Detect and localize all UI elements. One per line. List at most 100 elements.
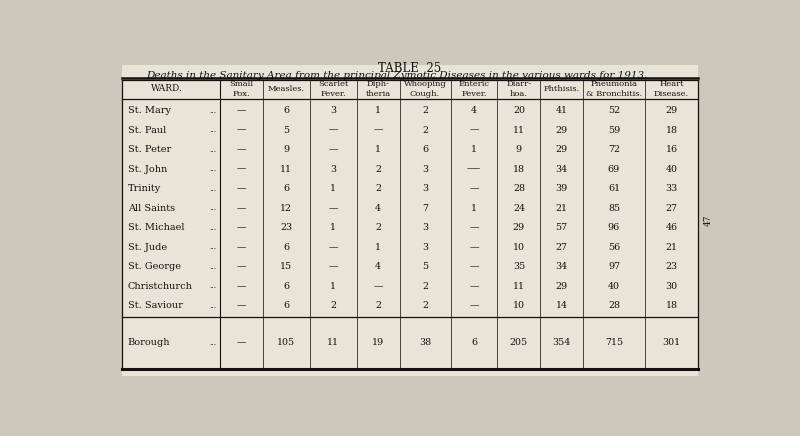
Text: ...: ... xyxy=(209,243,216,251)
Text: 29: 29 xyxy=(556,282,568,291)
Text: 1: 1 xyxy=(375,106,381,115)
Text: 2: 2 xyxy=(422,126,428,135)
Text: 12: 12 xyxy=(280,204,292,213)
Text: 1: 1 xyxy=(471,204,477,213)
Text: 69: 69 xyxy=(608,165,620,174)
Text: 38: 38 xyxy=(419,338,431,347)
Text: 27: 27 xyxy=(666,204,678,213)
Text: Pneumonia
& Bronchitis.: Pneumonia & Bronchitis. xyxy=(586,80,642,98)
Text: 2: 2 xyxy=(422,282,428,291)
Text: 301: 301 xyxy=(662,338,681,347)
Text: ...: ... xyxy=(209,165,216,173)
Text: ...: ... xyxy=(209,204,216,212)
Text: 20: 20 xyxy=(513,106,525,115)
Text: —: — xyxy=(237,184,246,193)
Text: 11: 11 xyxy=(513,282,525,291)
Text: 4: 4 xyxy=(471,106,477,115)
Text: 4: 4 xyxy=(375,204,381,213)
Text: 21: 21 xyxy=(666,243,678,252)
Text: 6: 6 xyxy=(283,282,290,291)
Text: —: — xyxy=(237,165,246,174)
Text: ...: ... xyxy=(209,126,216,134)
Text: 18: 18 xyxy=(513,165,525,174)
Text: Whooping
Cough.: Whooping Cough. xyxy=(404,80,446,98)
Text: 6: 6 xyxy=(283,301,290,310)
Text: St. John: St. John xyxy=(128,165,167,174)
Text: 85: 85 xyxy=(608,204,620,213)
Text: 4: 4 xyxy=(375,262,381,271)
Text: 11: 11 xyxy=(327,338,339,347)
Text: —: — xyxy=(470,301,478,310)
Text: Heart
Disease.: Heart Disease. xyxy=(654,80,689,98)
Text: 61: 61 xyxy=(608,184,620,193)
Text: —: — xyxy=(374,282,383,291)
Text: 47: 47 xyxy=(704,215,713,226)
Text: 2: 2 xyxy=(375,223,381,232)
Text: —: — xyxy=(237,204,246,213)
Text: —: — xyxy=(237,243,246,252)
Text: ...: ... xyxy=(209,224,216,232)
Text: St. Michael: St. Michael xyxy=(128,223,184,232)
Text: 10: 10 xyxy=(513,301,525,310)
Text: 1: 1 xyxy=(375,243,381,252)
Text: St. Peter: St. Peter xyxy=(128,145,171,154)
Text: 33: 33 xyxy=(666,184,678,193)
Text: 29: 29 xyxy=(666,106,678,115)
Text: 52: 52 xyxy=(608,106,620,115)
Text: 7: 7 xyxy=(422,204,428,213)
Text: 19: 19 xyxy=(372,338,384,347)
Text: 6: 6 xyxy=(283,106,290,115)
Text: 6: 6 xyxy=(283,184,290,193)
Text: 3: 3 xyxy=(330,165,336,174)
Text: —: — xyxy=(329,126,338,135)
Text: ...: ... xyxy=(209,339,216,347)
Text: 34: 34 xyxy=(556,262,568,271)
Text: —: — xyxy=(237,126,246,135)
Text: 41: 41 xyxy=(556,106,568,115)
Text: 14: 14 xyxy=(556,301,568,310)
Text: —–: —– xyxy=(467,165,481,174)
Text: —: — xyxy=(470,243,478,252)
Text: ...: ... xyxy=(209,146,216,153)
Text: —: — xyxy=(237,282,246,291)
Text: 10: 10 xyxy=(513,243,525,252)
Text: 29: 29 xyxy=(556,145,568,154)
Text: Trinity: Trinity xyxy=(128,184,161,193)
Text: 3: 3 xyxy=(422,165,428,174)
Text: 1: 1 xyxy=(471,145,477,154)
Text: ...: ... xyxy=(209,263,216,271)
Text: 105: 105 xyxy=(278,338,295,347)
Text: 1: 1 xyxy=(375,145,381,154)
Text: 354: 354 xyxy=(553,338,571,347)
Text: All Saints: All Saints xyxy=(128,204,175,213)
Text: 11: 11 xyxy=(513,126,525,135)
Text: —: — xyxy=(470,282,478,291)
Text: 27: 27 xyxy=(556,243,568,252)
Text: St. George: St. George xyxy=(128,262,181,271)
Text: 205: 205 xyxy=(510,338,528,347)
Text: St. Mary: St. Mary xyxy=(128,106,171,115)
Text: St. Saviour: St. Saviour xyxy=(128,301,182,310)
Text: Small
Pox.: Small Pox. xyxy=(230,80,254,98)
Text: 9: 9 xyxy=(516,145,522,154)
Text: ...: ... xyxy=(209,283,216,290)
Text: 5: 5 xyxy=(422,262,428,271)
Text: —: — xyxy=(237,338,246,347)
Text: 23: 23 xyxy=(666,262,678,271)
Text: 23: 23 xyxy=(280,223,293,232)
Text: 6: 6 xyxy=(471,338,477,347)
Text: 2: 2 xyxy=(375,184,381,193)
Text: 28: 28 xyxy=(608,301,620,310)
Text: 40: 40 xyxy=(608,282,620,291)
Text: 1: 1 xyxy=(330,282,336,291)
Text: 3: 3 xyxy=(330,106,336,115)
Text: 46: 46 xyxy=(666,223,678,232)
Text: —: — xyxy=(237,223,246,232)
Text: Borough: Borough xyxy=(128,338,170,347)
Text: —: — xyxy=(470,223,478,232)
Text: 56: 56 xyxy=(608,243,620,252)
Text: —: — xyxy=(237,145,246,154)
Text: 2: 2 xyxy=(330,301,336,310)
Text: 40: 40 xyxy=(666,165,678,174)
Text: —: — xyxy=(374,126,383,135)
